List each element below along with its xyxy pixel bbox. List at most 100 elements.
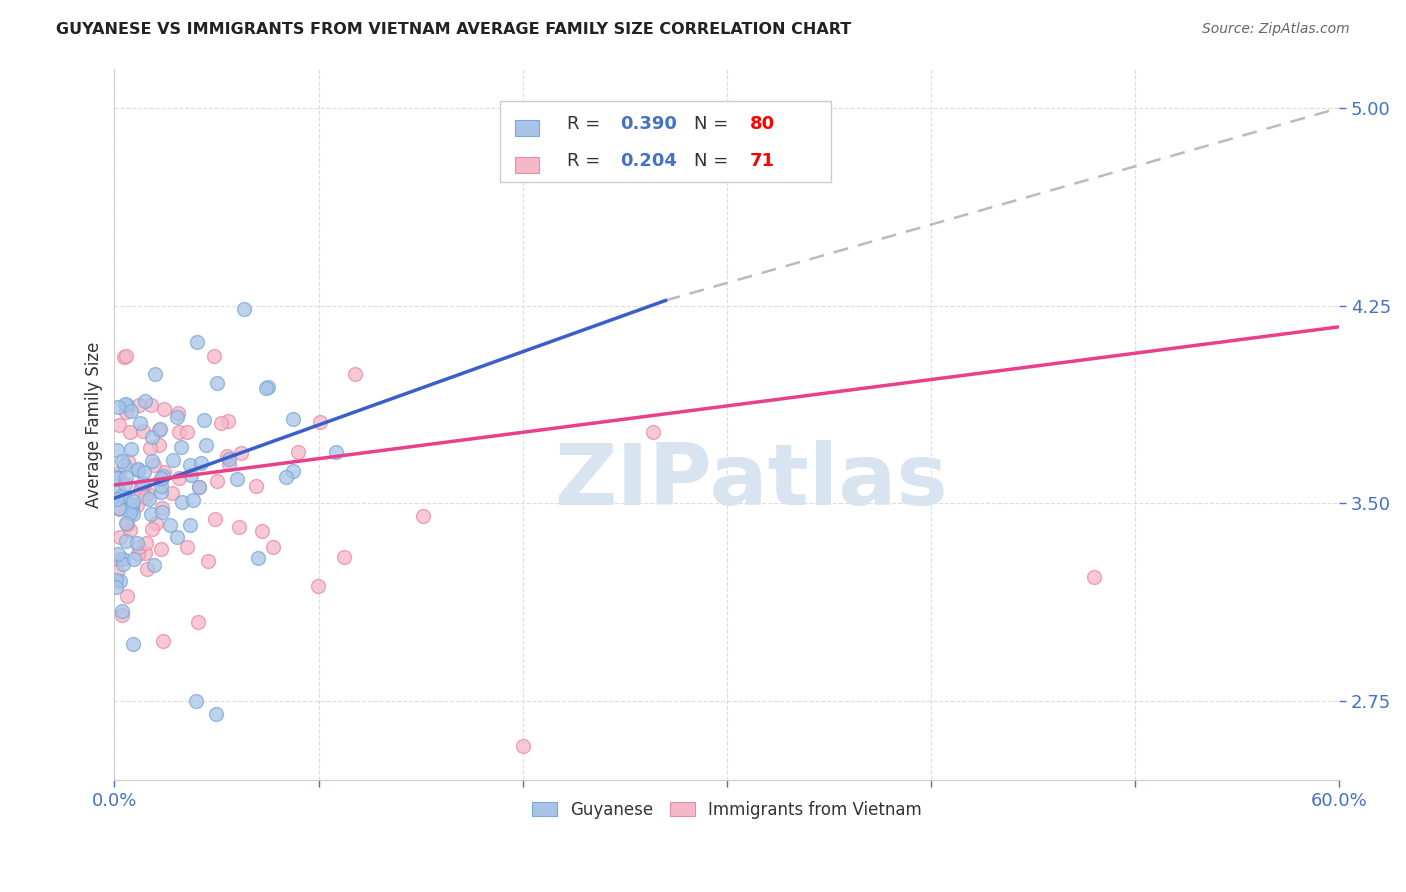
Point (105, 469, 128, 483)
Point (152, 402, 174, 417)
Point (217, 414, 239, 428)
Point (141, 454, 163, 468)
FancyBboxPatch shape (515, 120, 538, 136)
Point (180, 468, 202, 483)
Point (167, 470, 190, 484)
Point (107, 466, 129, 480)
Point (135, 561, 157, 575)
Point (246, 551, 269, 566)
Point (114, 397, 136, 411)
Point (150, 485, 173, 500)
Point (193, 413, 215, 427)
Point (204, 512, 226, 526)
Point (170, 440, 193, 454)
Point (197, 554, 219, 568)
Point (122, 636, 145, 650)
Point (166, 410, 188, 425)
Point (108, 530, 131, 544)
Point (143, 458, 166, 472)
Point (150, 505, 173, 519)
Point (127, 463, 149, 477)
Point (254, 381, 277, 395)
Point (186, 334, 208, 349)
Point (131, 480, 153, 494)
Point (121, 498, 143, 512)
Point (138, 492, 160, 507)
Point (276, 470, 298, 484)
Point (107, 400, 129, 414)
Point (111, 454, 134, 468)
Text: ZIPatlas: ZIPatlas (554, 440, 948, 523)
Point (187, 480, 209, 494)
Point (176, 425, 198, 440)
Point (108, 552, 131, 566)
Point (132, 475, 155, 490)
Point (184, 694, 207, 708)
Point (162, 453, 184, 467)
Point (149, 422, 172, 436)
Point (135, 486, 157, 500)
Text: 0.204: 0.204 (620, 152, 678, 170)
Point (215, 449, 238, 463)
Point (108, 500, 131, 515)
Point (149, 541, 172, 556)
Point (111, 608, 134, 623)
Point (152, 634, 174, 648)
Point (135, 535, 157, 549)
Point (343, 367, 366, 381)
Point (152, 465, 174, 479)
Point (149, 473, 172, 487)
Point (141, 522, 163, 536)
Point (107, 442, 129, 457)
Point (107, 501, 129, 516)
Point (114, 405, 136, 419)
Point (134, 394, 156, 409)
Text: N =: N = (693, 115, 728, 133)
Point (143, 558, 166, 573)
Point (218, 451, 240, 466)
Point (131, 424, 153, 438)
Point (118, 523, 141, 537)
Point (120, 442, 142, 456)
Point (167, 406, 190, 420)
Point (120, 404, 142, 418)
Y-axis label: Average Family Size: Average Family Size (86, 342, 103, 508)
Point (105, 581, 128, 595)
Point (114, 490, 136, 504)
Point (228, 520, 250, 534)
Point (114, 516, 136, 531)
Point (512, 739, 534, 753)
Point (307, 579, 329, 593)
Point (641, 425, 664, 440)
Point (124, 551, 146, 566)
Point (205, 474, 228, 488)
Point (117, 454, 139, 468)
Point (129, 483, 152, 497)
Point (112, 552, 135, 566)
Point (143, 368, 166, 382)
Point (112, 458, 135, 472)
Point (179, 517, 201, 532)
Point (121, 502, 143, 516)
Point (105, 471, 128, 485)
Point (181, 493, 204, 508)
Point (160, 486, 183, 500)
Point (187, 615, 209, 629)
FancyBboxPatch shape (515, 157, 538, 173)
Legend: Guyanese, Immigrants from Vietnam: Guyanese, Immigrants from Vietnam (524, 794, 928, 825)
Text: R =: R = (568, 115, 606, 133)
Point (139, 441, 162, 455)
Point (115, 349, 138, 363)
Point (108, 418, 131, 433)
Point (170, 495, 193, 509)
Point (145, 516, 167, 530)
Point (262, 540, 284, 554)
Point (1083, 570, 1105, 584)
Point (283, 465, 305, 479)
Point (128, 398, 150, 412)
Point (194, 437, 217, 451)
Point (229, 446, 252, 460)
FancyBboxPatch shape (501, 101, 831, 182)
Text: 80: 80 (749, 115, 775, 133)
Point (218, 457, 240, 471)
